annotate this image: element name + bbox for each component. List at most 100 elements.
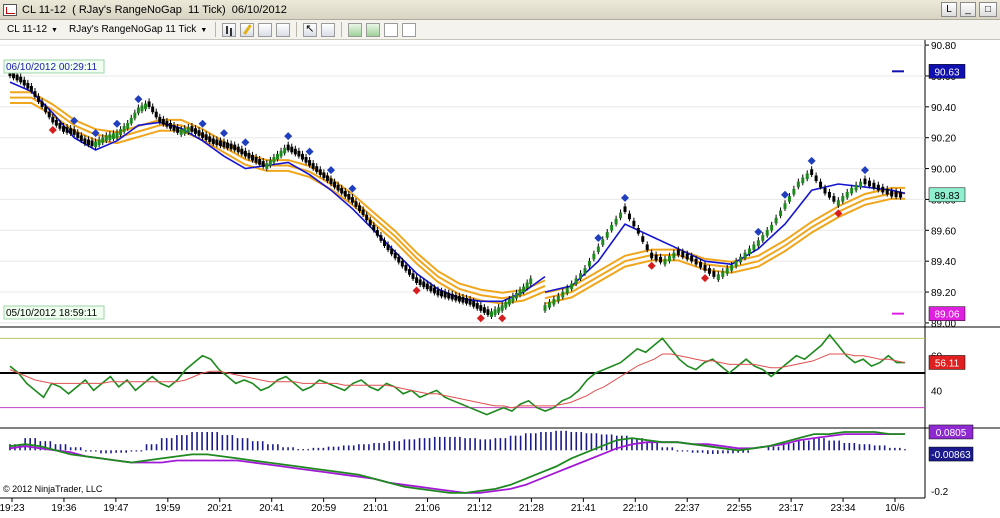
price-bar-body <box>26 82 30 89</box>
price-bar-body <box>641 236 645 242</box>
price-bar-body <box>336 184 340 191</box>
price-bar-body <box>894 191 898 198</box>
price-bar-body <box>208 136 212 143</box>
instrument-label: CL 11-12 <box>7 23 48 35</box>
price-bar-body <box>730 265 734 271</box>
price-bar-body <box>739 256 743 263</box>
price-bar-body <box>518 289 522 296</box>
price-bar-body <box>522 286 526 293</box>
price-bar-body <box>172 125 176 131</box>
buy-signal-diamond <box>284 132 293 141</box>
price-bar-body <box>610 224 614 231</box>
price-tick-label: 90.80 <box>931 41 956 52</box>
price-bar-body <box>136 107 140 114</box>
minimize-button[interactable]: _ <box>960 2 976 17</box>
price-bar-body <box>97 139 101 146</box>
price-bar-body <box>300 153 304 160</box>
price-bar-body <box>44 106 48 113</box>
title-bar: CL 11-12 ( RJay's RangeNoGap 11 Tick) 06… <box>0 0 1000 20</box>
time-tick-label: 21:06 <box>415 503 440 514</box>
price-bar-body <box>340 187 344 194</box>
zoom-icon[interactable] <box>276 22 291 37</box>
time-tick-label: 10/6 <box>885 503 905 514</box>
properties-icon[interactable] <box>402 22 417 37</box>
price-bar-body <box>899 191 903 198</box>
buy-signal-diamond <box>348 184 357 193</box>
drawing-tool-icon[interactable] <box>240 22 255 37</box>
orange-band-line <box>10 91 546 294</box>
price-bar-body <box>347 194 351 200</box>
time-tick-label: 23:17 <box>779 503 804 514</box>
price-bar-body <box>876 184 880 191</box>
indicators-icon[interactable] <box>366 22 381 37</box>
price-bar-body <box>350 197 354 203</box>
price-bar-body <box>215 139 219 146</box>
rsi-average-line <box>9 353 906 409</box>
sell-signal-diamond <box>412 286 421 295</box>
price-marker-box <box>928 306 966 321</box>
pointer-icon[interactable] <box>303 22 318 37</box>
price-bar-body <box>251 154 255 161</box>
price-bar-body <box>774 217 778 224</box>
price-bar-body <box>429 285 433 292</box>
period-label: RJay's RangeNoGap 11 Tick <box>68 23 197 35</box>
price-bar-body <box>570 283 574 290</box>
instrument-selector[interactable]: CL 11-12 ▼ <box>3 22 62 38</box>
price-bar-body <box>304 156 308 163</box>
price-bar-body <box>783 203 787 209</box>
price-bar-body <box>361 209 365 216</box>
price-bar-body <box>115 132 119 138</box>
price-bar-body <box>497 307 501 313</box>
price-bar-body <box>254 156 258 163</box>
price-bar-body <box>507 298 511 305</box>
price-bar-body <box>243 150 247 157</box>
price-bar-body <box>457 295 461 302</box>
maximize-button[interactable]: □ <box>979 2 997 17</box>
price-bar-body <box>756 240 760 246</box>
zoom-out-icon[interactable] <box>321 22 336 37</box>
price-bar-body <box>761 235 765 241</box>
price-bar-body <box>37 96 41 102</box>
price-bar-body <box>465 297 469 304</box>
price-bar-body <box>407 269 411 275</box>
price-bar-body <box>890 190 894 197</box>
price-bar-body <box>193 128 197 134</box>
price-bar-body <box>293 148 297 155</box>
price-bar-body <box>734 260 738 267</box>
price-bar-body <box>681 251 685 258</box>
price-bar-body <box>514 292 518 299</box>
price-bar-body <box>329 178 333 185</box>
buy-signal-diamond <box>621 193 629 202</box>
bar-style-icon[interactable] <box>222 22 237 37</box>
macd-tick-label: -0.2 <box>931 487 949 498</box>
buy-signal-diamond <box>305 147 314 156</box>
crosshair-icon[interactable] <box>258 22 273 37</box>
price-bar-body <box>721 271 725 277</box>
price-bar-body <box>468 298 472 305</box>
price-bar-body <box>867 180 871 187</box>
price-bar-body <box>832 196 836 202</box>
link-button[interactable]: L <box>941 2 957 17</box>
price-bar-body <box>482 307 486 313</box>
price-marker-box <box>928 64 966 79</box>
macd-signal-line <box>9 433 905 494</box>
orange-band-line <box>544 186 905 294</box>
time-tick-label: 20:41 <box>259 503 284 514</box>
strategies-icon[interactable] <box>348 22 363 37</box>
buy-signal-diamond <box>91 129 100 138</box>
price-bar-body <box>222 141 226 148</box>
price-bar-body <box>443 291 447 298</box>
chart-app-icon <box>3 3 17 16</box>
data-box-icon[interactable] <box>384 22 399 37</box>
price-bar-body <box>511 295 515 302</box>
price-bar-body <box>561 291 565 298</box>
price-bar-body <box>51 116 55 123</box>
price-bar-body <box>765 230 769 236</box>
price-bar-body <box>547 302 551 308</box>
price-bar-body <box>29 85 33 92</box>
price-bar-body <box>486 309 490 315</box>
period-selector[interactable]: RJay's RangeNoGap 11 Tick ▼ <box>65 22 211 38</box>
price-bar-body <box>354 201 358 207</box>
chart-canvas[interactable]: 06/10/2012 00:29:11 05/10/2012 18:59:11 9… <box>0 40 1000 518</box>
price-bar-body <box>286 144 290 151</box>
